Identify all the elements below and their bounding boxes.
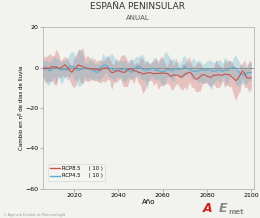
Legend: RCP8.5     ( 10 ), RCP4.5     ( 10 ): RCP8.5 ( 10 ), RCP4.5 ( 10 ) bbox=[48, 164, 105, 181]
Text: ANUAL: ANUAL bbox=[126, 15, 150, 21]
Text: A: A bbox=[203, 202, 212, 215]
Y-axis label: Cambio en nº de dias de lluvia: Cambio en nº de dias de lluvia bbox=[19, 66, 24, 150]
Text: © Agencia Estatal de Meteorología: © Agencia Estatal de Meteorología bbox=[3, 213, 65, 217]
Text: ESPAÑA PENINSULAR: ESPAÑA PENINSULAR bbox=[90, 2, 185, 11]
Text: met: met bbox=[229, 209, 244, 215]
Text: E: E bbox=[218, 202, 227, 215]
X-axis label: Año: Año bbox=[141, 199, 155, 205]
